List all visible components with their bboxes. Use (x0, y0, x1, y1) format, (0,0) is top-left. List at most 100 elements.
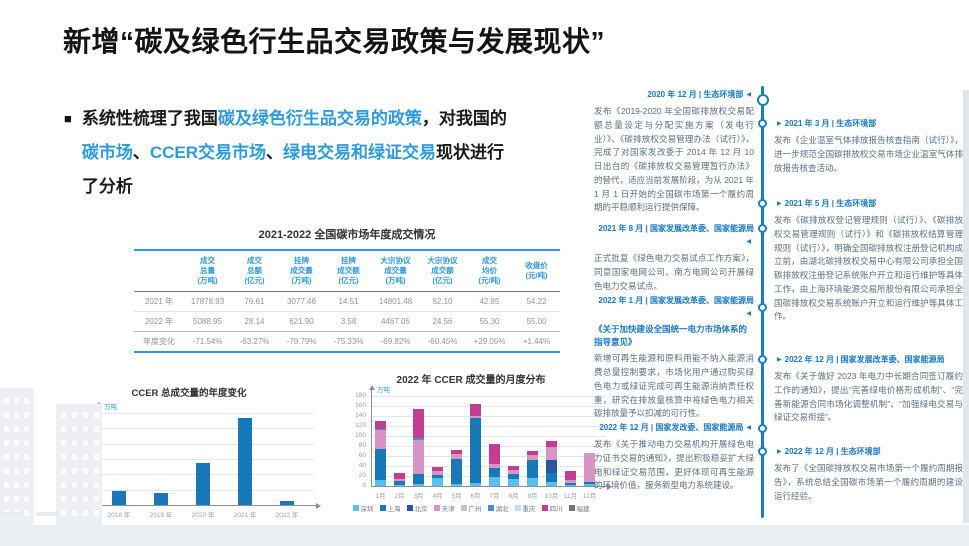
building-window (61, 426, 66, 432)
legend-label: 重庆 (522, 506, 536, 513)
legend-label: 福建 (576, 506, 590, 513)
bar-segment (489, 477, 500, 486)
y-tick-label: 140 (355, 412, 366, 419)
bar-segment (565, 471, 576, 480)
table-cell: 55.00 (513, 311, 560, 333)
gridline (371, 476, 605, 477)
bullet-segment: 绿电交易和绿证交易 (283, 143, 437, 162)
building-window (4, 440, 9, 446)
timeline-event-text: 发布《碳排放权登记管理规则（试行）》、《碳排放权交易管理规则（试行）》和《碳排放… (774, 215, 963, 322)
ground-dash (36, 512, 58, 516)
timeline-node-circle (756, 94, 769, 106)
bar-segment (584, 484, 595, 486)
building-window (24, 454, 29, 460)
y-tick-label: 120 (355, 422, 366, 429)
table-header: 成交 总量 (万吨) 成交 总额 (亿元) 挂牌 成交量 (万吨) 挂牌 成交额 (亿… (134, 250, 560, 293)
building-silhouette (56, 404, 102, 527)
x-tick-label: 11月 (563, 493, 578, 500)
building-window (4, 496, 9, 502)
bar-segment (508, 478, 519, 486)
x-tick-label: 2月 (394, 493, 405, 500)
table-cell: 76.61 (231, 291, 278, 313)
building-window (14, 468, 19, 474)
table-header-cell (134, 250, 184, 293)
bar-segment (413, 439, 424, 474)
timeline-event-date: 2021 年 8 月 | 国家发展改革委、国家能源局 ◀ (594, 222, 754, 249)
timeline-event-text: 发布《2019-2020 年全国碳排放权交易配额总量设定与分配实施方案（发电行业… (594, 106, 754, 213)
building-window (94, 412, 99, 418)
triangle-right-icon: ▶ (777, 121, 782, 127)
bar-segment (546, 440, 557, 447)
table-cell: 17878.93 (184, 291, 231, 313)
table-body: 2021 年 17878.93 76.61 3077.46 14.51 14801.48 6… (134, 291, 560, 353)
bar-segment (508, 466, 519, 470)
bar-segment (432, 471, 443, 475)
timeline-event: 2020 年 12 月 | 生态环境部 ◀ 发布《2019-2020 年全国碳排放权… (594, 88, 754, 215)
bar-segment (432, 467, 443, 471)
timeline-event: ▶ 2022 年 12 月 | 生态环境部 发布了《全国碳排放权交易市场第一个履约周… (774, 445, 963, 503)
bar-segment (451, 458, 462, 484)
timeline-event-date-text: 2021 年 3 月 | 生态环境部 (784, 119, 877, 128)
building-window (14, 454, 19, 460)
y-axis-unit-label: 万吨 (377, 387, 390, 394)
x-axis-arrow-icon (607, 483, 612, 490)
building-window (72, 454, 77, 460)
table-cell: 54.22 (513, 291, 560, 313)
timeline-event-text: 发布了《全国碳排放权交易市场第一个履约周期报告》，系统总结全国碳市场第一个履约周… (774, 463, 963, 501)
y-axis (371, 390, 372, 486)
bar-segment (565, 484, 576, 486)
table-cell: -75.33% (333, 337, 364, 347)
building-window (72, 510, 77, 516)
bar-segment (546, 446, 557, 460)
building-window (72, 440, 77, 446)
gridline (371, 456, 605, 457)
building-window (94, 468, 99, 474)
x-tick-label: 5月 (451, 493, 462, 500)
building-window (61, 454, 66, 460)
triangle-right-icon: ▶ (777, 201, 782, 207)
bar-segment (413, 409, 424, 438)
bar-segment (413, 483, 424, 486)
bar-segment (470, 416, 481, 418)
legend-swatch (352, 505, 359, 511)
building-window (24, 510, 29, 516)
table-header-cell: 挂牌 成交额 (亿元) (325, 250, 372, 293)
page-title: 新增“碳及绿色行生品交易政策与发展现状” (63, 26, 606, 57)
bar-segment (432, 477, 443, 486)
timeline-event-date-text: 2022 年 1 月 | 国家发展改革委、国家能源局 (598, 296, 754, 305)
building-window (72, 482, 77, 488)
legend-item: 四川 (541, 503, 563, 513)
table-cell: 3077.46 (278, 291, 325, 313)
bar-segment (470, 418, 481, 483)
chart1-title: CCER 总成交量的年度变化 (131, 388, 247, 399)
timeline-event: ▶ 2021 年 3 月 | 生态环境部 发布《企业温室气体排放报告核查指南（试行）… (774, 117, 963, 175)
bar-segment (489, 444, 500, 464)
legend-item: 上海 (379, 503, 401, 513)
x-tick-label: 9月 (527, 493, 538, 500)
table-cell: 42.85 (466, 291, 513, 313)
timeline-node-circle (758, 198, 767, 208)
x-tick-label: 7月 (489, 493, 500, 500)
bar-segment (489, 463, 500, 468)
timeline-event-text: 正式批复《绿色电力交易试点工作方案》，同意国家电网公司、南方电网公司开展绿色电力… (594, 253, 754, 291)
y-tick-label: 180 (355, 392, 366, 399)
table-header-cell: 收盘价 (元/吨) (513, 250, 560, 293)
table-header-cell: 成交 总量 (万吨) (184, 250, 231, 293)
table-cell: +1.44% (522, 337, 551, 347)
legend-swatch (541, 505, 548, 511)
bullet-segment: 现状进行了分析 (81, 143, 505, 196)
table-cell: -69.82% (380, 337, 411, 347)
legend-swatch (568, 505, 575, 511)
bar-segment (413, 473, 424, 484)
building-window (83, 440, 88, 446)
bar-segment (546, 459, 557, 473)
bar-segment (565, 482, 576, 485)
timeline-event: 2022 年 12 月 | 国家发改委、国家能源局 ◀ 发布《关于推动电力交易机构开… (594, 421, 754, 493)
bar-segment (432, 474, 443, 478)
building-window (14, 496, 19, 502)
y-tick-label: 80 (358, 442, 366, 449)
timeline-event-date-text: 2021 年 8 月 | 国家发展改革委、国家能源局 (598, 224, 754, 233)
bar-segment (375, 420, 386, 429)
legend-swatch (460, 505, 467, 511)
x-tick-label: 3月 (413, 493, 424, 500)
